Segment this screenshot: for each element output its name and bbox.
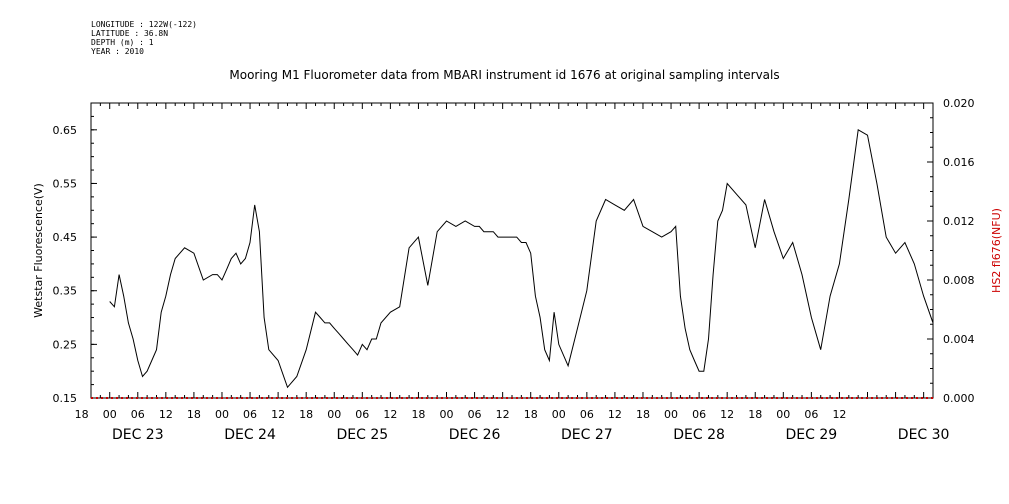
y-tick-label-right: 0.016 xyxy=(943,156,975,169)
x-tick-label: 06 xyxy=(468,408,482,421)
y-tick-label-right: 0.000 xyxy=(943,392,975,405)
x-day-label: DEC 29 xyxy=(786,427,838,443)
y-tick-label-left: 0.15 xyxy=(53,392,78,405)
y-tick-label-right: 0.008 xyxy=(943,274,975,287)
x-tick-label: 12 xyxy=(608,408,622,421)
y-axis-label-left: Wetstar Fluorescence(V) xyxy=(32,183,45,318)
x-tick-label: 00 xyxy=(103,408,117,421)
x-tick-label: 00 xyxy=(776,408,790,421)
x-tick-label: 06 xyxy=(804,408,818,421)
x-tick-label: 18 xyxy=(75,408,89,421)
plot-frame xyxy=(90,102,934,399)
x-tick-label: 12 xyxy=(159,408,173,421)
x-day-label: DEC 25 xyxy=(336,427,388,443)
chart-title: Mooring M1 Fluorometer data from MBARI i… xyxy=(229,68,780,82)
x-tick-label: 12 xyxy=(496,408,510,421)
x-day-label: DEC 27 xyxy=(561,427,613,443)
x-day-label: DEC 28 xyxy=(673,427,725,443)
x-tick-label: 06 xyxy=(243,408,257,421)
x-tick-label: 12 xyxy=(832,408,846,421)
x-tick-label: 18 xyxy=(299,408,313,421)
y-tick-label-right: 0.012 xyxy=(943,215,975,228)
x-day-label: DEC 24 xyxy=(224,427,276,443)
x-tick-label: 18 xyxy=(524,408,538,421)
year-text: YEAR : 2010 xyxy=(91,47,144,56)
x-tick-label: 06 xyxy=(131,408,145,421)
series-line-wetstar xyxy=(109,128,934,389)
y-tick-label-right: 0.020 xyxy=(943,97,975,110)
x-tick-label: 12 xyxy=(383,408,397,421)
x-tick-label: 18 xyxy=(748,408,762,421)
x-tick-label: 06 xyxy=(580,408,594,421)
x-tick-label: 00 xyxy=(552,408,566,421)
y-axis-label-right: HS2 fl676(NFU) xyxy=(990,208,1003,293)
x-day-label: DEC 26 xyxy=(449,427,501,443)
x-tick-label: 00 xyxy=(440,408,454,421)
depth-text: DEPTH (m) : 1 xyxy=(91,38,154,47)
x-day-label: DEC 30 xyxy=(898,427,950,443)
x-tick-label: 00 xyxy=(664,408,678,421)
x-tick-label: 06 xyxy=(692,408,706,421)
x-tick-label: 00 xyxy=(215,408,229,421)
x-tick-label: 12 xyxy=(720,408,734,421)
y-tick-label-left: 0.55 xyxy=(53,177,78,190)
x-day-label: DEC 23 xyxy=(112,427,164,443)
x-tick-label: 12 xyxy=(271,408,285,421)
y-tick-label-right: 0.004 xyxy=(943,333,975,346)
longitude-text: LONGITUDE : 122W(-122) xyxy=(91,20,197,29)
x-tick-label: 06 xyxy=(355,408,369,421)
y-tick-label-left: 0.45 xyxy=(53,231,78,244)
x-tick-label: 00 xyxy=(327,408,341,421)
metadata-block: LONGITUDE : 122W(-122) LATITUDE : 36.8N … xyxy=(91,20,197,56)
y-tick-label-left: 0.65 xyxy=(53,124,78,137)
x-tick-label: 18 xyxy=(187,408,201,421)
x-tick-label: 18 xyxy=(636,408,650,421)
y-tick-label-left: 0.25 xyxy=(53,338,78,351)
x-tick-label: 18 xyxy=(411,408,425,421)
y-tick-label-left: 0.35 xyxy=(53,285,78,298)
latitude-text: LATITUDE : 36.8N xyxy=(91,29,169,38)
